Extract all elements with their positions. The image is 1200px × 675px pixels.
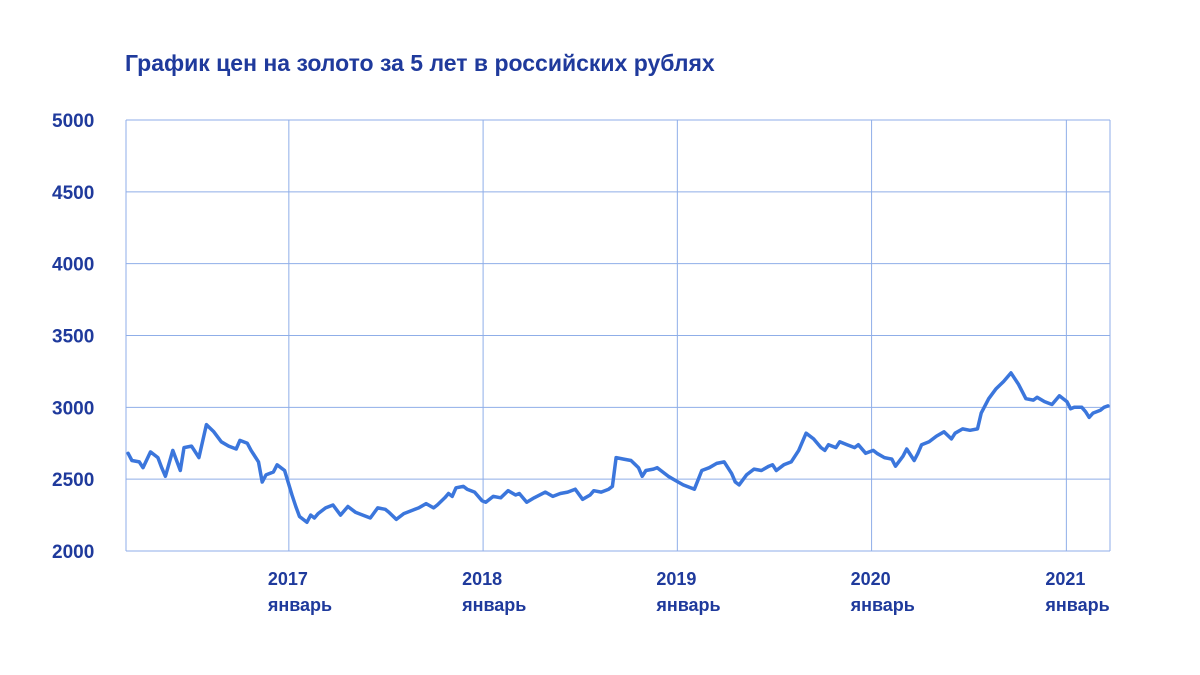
y-tick-label-4500: 4500 [52,183,94,204]
x-tick-year-2019: 2019 [656,569,696,589]
x-tick-month-2019: январь [655,595,720,615]
x-tick-year-2017: 2017 [268,569,308,589]
y-tick-label-3500: 3500 [52,327,94,348]
y-tick-label-4000: 4000 [52,255,94,276]
x-tick-month-2018: январь [461,595,526,615]
y-tick-label-2500: 2500 [52,470,94,491]
x-tick-year-2018: 2018 [462,569,502,589]
x-tick-month-2017: январь [267,595,332,615]
y-tick-label-3000: 3000 [52,398,94,419]
x-tick-year-2020: 2020 [851,569,891,589]
y-axis-ticks: 2000 2500 3000 3500 4000 4500 5000 [52,111,94,563]
chart-title: График цен на золото за 5 лет в российск… [125,50,715,76]
x-tick-month-2021: январь [1044,595,1109,615]
y-tick-label-2000: 2000 [52,542,94,563]
grid-lines [125,119,1111,552]
y-tick-label-5000: 5000 [52,111,94,132]
price-line [126,371,1110,525]
x-axis-ticks: 2017 январь 2018 январь 2019 январь 2020 январь… [267,569,1110,615]
x-tick-month-2020: январь [850,595,915,615]
x-tick-year-2021: 2021 [1045,569,1085,589]
